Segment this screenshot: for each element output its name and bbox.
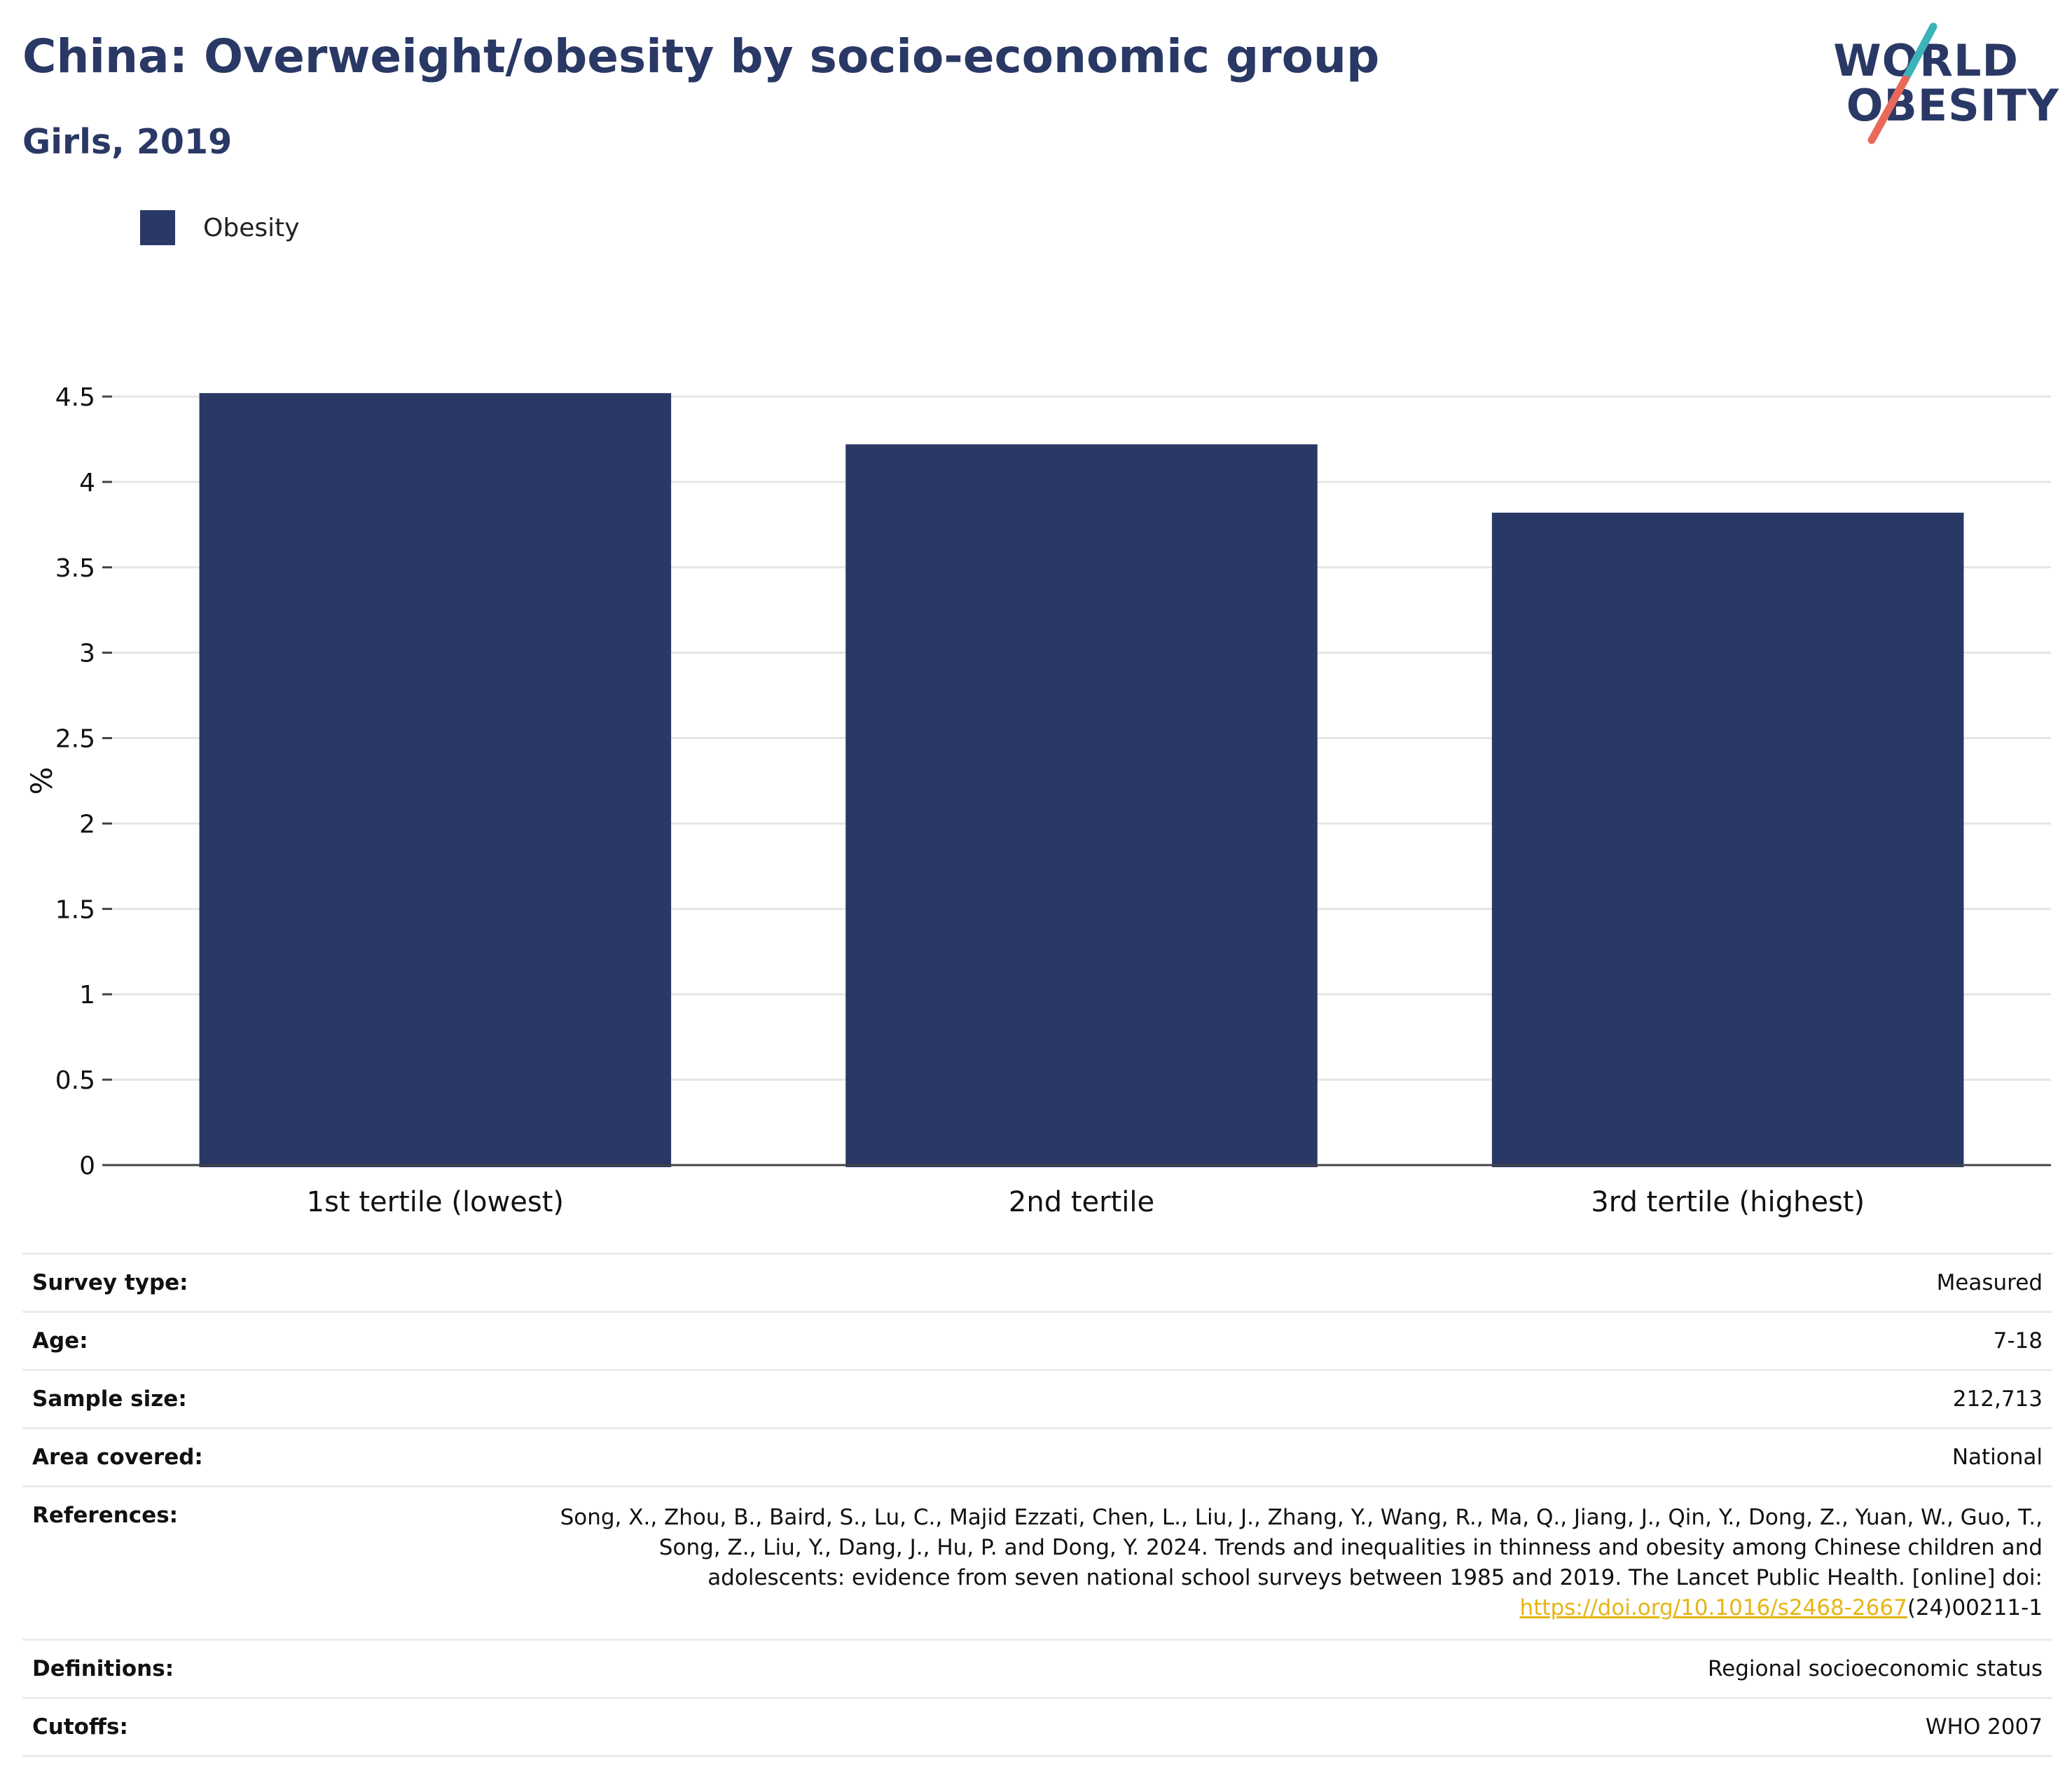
reference-line: Song, X., Zhou, B., Baird, S., Lu, C., M… bbox=[560, 1505, 2043, 1530]
x-tick-label: 3rd tertile (highest) bbox=[1591, 1186, 1865, 1218]
chart-subtitle: Girls, 2019 bbox=[22, 122, 233, 162]
legend-label-obesity: Obesity bbox=[203, 213, 300, 242]
info-label: Cutoffs: bbox=[32, 1714, 128, 1740]
y-axis-label: % bbox=[25, 767, 59, 795]
chart-legend: Obesity bbox=[140, 210, 300, 245]
y-tick-label: 4 bbox=[79, 469, 95, 497]
doi-suffix: (24)00211-1 bbox=[1907, 1595, 2043, 1620]
info-row-age: Age: 7-18 bbox=[22, 1312, 2052, 1370]
info-row-definitions: Definitions: Regional socioeconomic stat… bbox=[22, 1639, 2052, 1698]
info-label: Area covered: bbox=[32, 1445, 203, 1470]
info-row-survey-type: Survey type: Measured bbox=[22, 1253, 2052, 1312]
y-tick-label: 3 bbox=[79, 640, 95, 668]
info-row-sample-size: Sample size: 212,713 bbox=[22, 1370, 2052, 1429]
info-value: WHO 2007 bbox=[1925, 1714, 2043, 1740]
info-label: Age: bbox=[32, 1328, 88, 1354]
reference-line: https://doi.org/10.1016/s2468-2667(24)00… bbox=[472, 1593, 2043, 1623]
y-tick-label: 3.5 bbox=[55, 554, 95, 583]
info-row-cutoffs: Cutoffs: WHO 2007 bbox=[22, 1698, 2052, 1756]
info-value: Measured bbox=[1936, 1270, 2043, 1295]
bar-chart: 0 0.5 1 1.5 2 2.5 3 3.5 4 4.5% 1st tertile (lowest… bbox=[25, 383, 2051, 1218]
info-row-area: Area covered: National bbox=[22, 1428, 2052, 1487]
references-text: Song, X., Zhou, B., Baird, S., Lu, C., M… bbox=[462, 1487, 2052, 1640]
bar bbox=[1491, 512, 1964, 1167]
reference-line: adolescents: evidence from seven nationa… bbox=[707, 1565, 2043, 1590]
y-tick-label: 1 bbox=[79, 981, 95, 1010]
world-obesity-logo: WORLD OBESITY bbox=[1828, 20, 2059, 146]
x-tick-label: 2nd tertile bbox=[1009, 1186, 1154, 1218]
bar bbox=[845, 444, 1318, 1167]
info-label: Definitions: bbox=[32, 1656, 174, 1681]
chart-title: China: Overweight/obesity by socio-econo… bbox=[22, 29, 1380, 83]
bar bbox=[199, 393, 672, 1167]
info-row-references: References: Song, X., Zhou, B., Baird, S… bbox=[22, 1486, 2052, 1640]
logo-slash-icon bbox=[1867, 22, 1938, 144]
doi-link[interactable]: https://doi.org/10.1016/s2468-2667 bbox=[1519, 1595, 1907, 1620]
y-tick-label: 2.5 bbox=[55, 725, 95, 754]
y-tick-label: 4.5 bbox=[55, 383, 95, 412]
y-tick-label: 0 bbox=[79, 1152, 95, 1180]
legend-swatch-obesity bbox=[140, 210, 175, 245]
info-value: 7-18 bbox=[1993, 1328, 2043, 1354]
survey-info-table: Survey type: Measured Age: 7-18 Sample s… bbox=[22, 1253, 2052, 1757]
y-tick-label: 1.5 bbox=[55, 895, 95, 924]
reference-line: Song, Z., Liu, Y., Dang, J., Hu, P. and … bbox=[658, 1535, 2043, 1560]
info-value: National bbox=[1952, 1445, 2043, 1470]
info-value: Regional socioeconomic status bbox=[1708, 1656, 2043, 1681]
y-tick-label: 2 bbox=[79, 810, 95, 839]
info-label: References: bbox=[32, 1503, 179, 1528]
info-label: Sample size: bbox=[32, 1386, 187, 1412]
info-value: 212,713 bbox=[1952, 1386, 2043, 1412]
y-tick-label: 0.5 bbox=[55, 1066, 95, 1095]
info-label: Survey type: bbox=[32, 1270, 188, 1295]
x-tick-label: 1st tertile (lowest) bbox=[307, 1186, 564, 1218]
